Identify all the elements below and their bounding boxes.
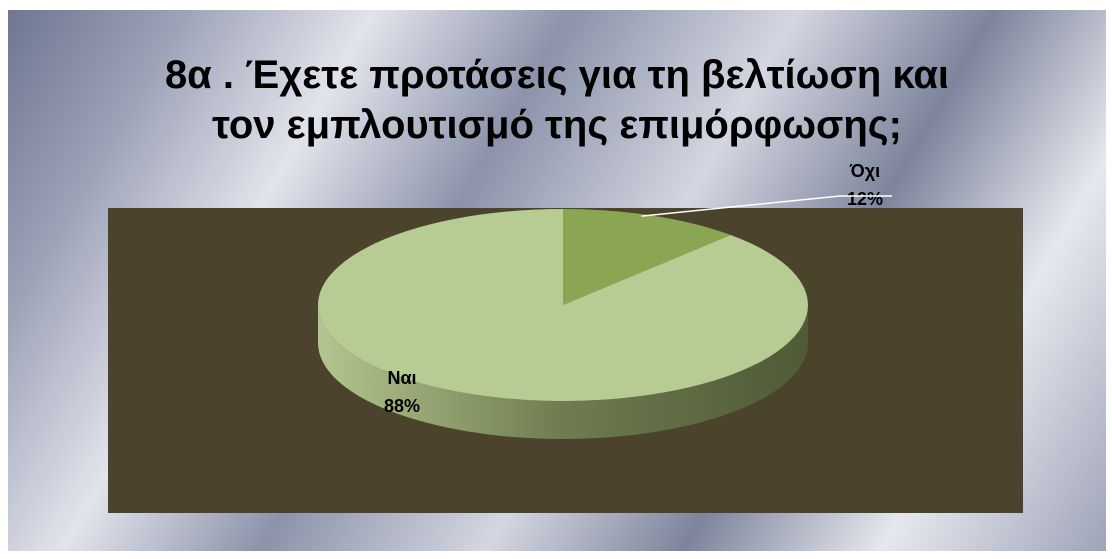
data-label-ochi-percent: 12% <box>847 189 883 209</box>
pie-slice-nai <box>318 209 809 401</box>
pie-chart: Ναι 88% Όχι 12% <box>318 161 892 439</box>
chart-title-line-2: τον εμπλουτισμό της επιμόρφωσης; <box>212 103 902 147</box>
leader-line-ochi <box>641 195 892 217</box>
data-label-nai-category: Ναι <box>387 368 416 388</box>
pie-slice-ochi <box>563 209 731 305</box>
chart-title: 8α . Έχετε προτάσεις για τη βελτίωση και… <box>8 50 1106 150</box>
slide: 8α . Έχετε προτάσεις για τη βελτίωση και… <box>8 10 1106 551</box>
pie-side <box>318 305 808 439</box>
data-label-nai-percent: 88% <box>384 396 420 416</box>
data-label-ochi-category: Όχι <box>849 161 880 181</box>
chart-title-line-1: 8α . Έχετε προτάσεις για τη βελτίωση και <box>164 53 950 97</box>
